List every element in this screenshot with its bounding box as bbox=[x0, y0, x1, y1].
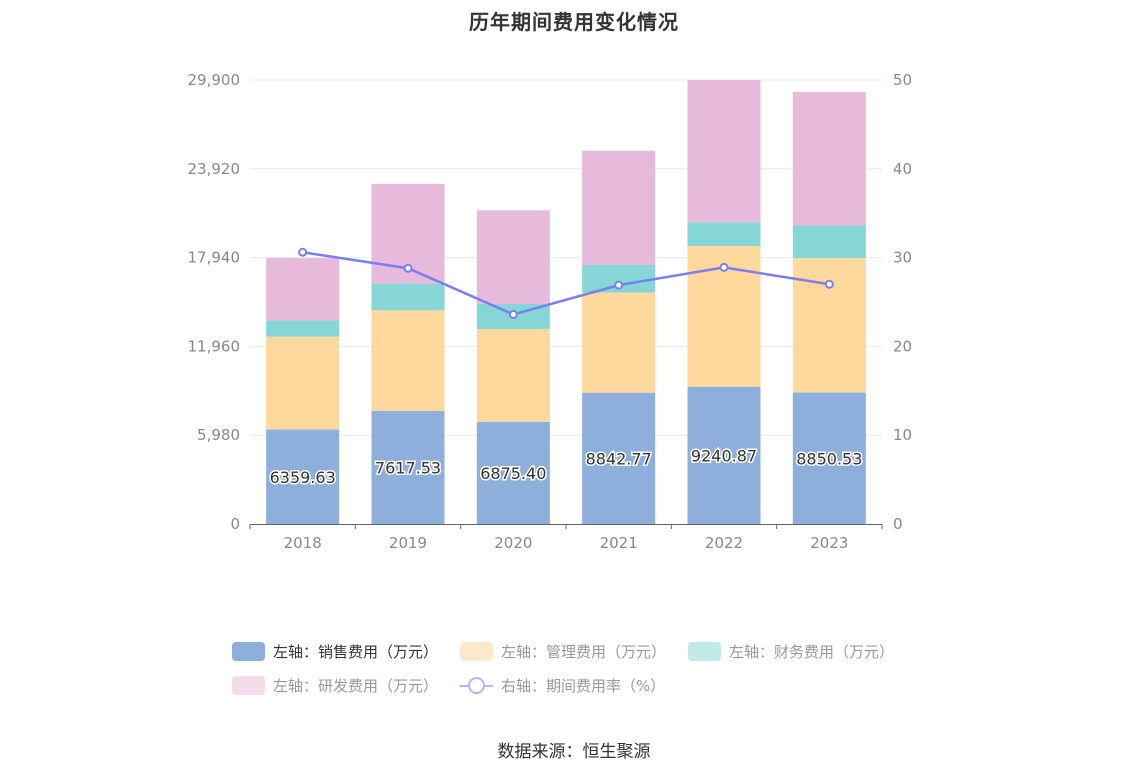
data-label-sales: 6875.40 bbox=[480, 464, 546, 483]
right-tick-label: 50 bbox=[893, 71, 912, 89]
point-rate bbox=[508, 309, 518, 319]
legend-label-admin: 左轴：管理费用（万元） bbox=[501, 642, 667, 661]
x-tick-label: 2023 bbox=[810, 534, 848, 552]
bar-rnd bbox=[266, 258, 340, 321]
point-rate bbox=[614, 280, 624, 290]
point-rate bbox=[298, 247, 308, 257]
bar-finance bbox=[687, 222, 761, 247]
data-label-sales: 9240.87 bbox=[691, 446, 757, 465]
data-label-sales: 8850.53 bbox=[796, 449, 862, 468]
bar-rnd bbox=[582, 150, 656, 265]
bar-admin bbox=[582, 292, 656, 393]
right-tick-label: 20 bbox=[893, 337, 912, 355]
legend-swatch-sales bbox=[232, 641, 265, 661]
bar-sales bbox=[371, 410, 445, 524]
bar-sales bbox=[582, 392, 656, 524]
right-tick-label: 30 bbox=[893, 249, 912, 267]
bar-finance bbox=[792, 225, 866, 259]
bar-sales bbox=[476, 421, 550, 524]
point-rate bbox=[719, 262, 729, 272]
bar-admin bbox=[792, 258, 866, 393]
line-rate bbox=[302, 251, 830, 316]
bar-finance bbox=[266, 320, 340, 337]
data-label-sales: 8842.77 bbox=[586, 449, 652, 468]
legend-item-sales[interactable]: 左轴：销售费用（万元） bbox=[232, 641, 438, 662]
legend-label-sales: 左轴：销售费用（万元） bbox=[273, 642, 439, 661]
point-rate bbox=[403, 263, 413, 273]
bar-sales bbox=[687, 386, 761, 524]
legend-swatch-rate bbox=[460, 676, 494, 695]
bar-admin bbox=[476, 329, 550, 422]
bar-sales bbox=[266, 429, 340, 524]
bar-rnd bbox=[476, 210, 550, 304]
legend-label-rate: 右轴：期间费用率（%） bbox=[501, 676, 666, 695]
legend-row-2: 左轴：研发费用（万元） 右轴：期间费用率（%） bbox=[232, 674, 932, 696]
left-tick-label: 29,900 bbox=[188, 71, 241, 89]
data-label-sales: 7617.53 bbox=[375, 458, 441, 477]
x-tick-label: 2018 bbox=[284, 534, 322, 552]
left-tick-label: 5,980 bbox=[197, 426, 240, 444]
chart-canvas: 0 0 5,980 10 11,960 20 17,940 30 23,920 40 29,900 5… bbox=[188, 71, 913, 552]
chart-title: 历年期间费用变化情况 bbox=[469, 10, 679, 34]
bar-rnd bbox=[687, 79, 761, 223]
legend-item-rnd[interactable]: 左轴：研发费用（万元） bbox=[232, 675, 438, 696]
data-label-sales: 6359.63 bbox=[270, 468, 336, 487]
bar-finance bbox=[371, 283, 445, 311]
legend-swatch-admin bbox=[460, 641, 494, 661]
bar-admin bbox=[266, 336, 340, 430]
right-tick-label: 0 bbox=[893, 515, 903, 533]
bar-sales bbox=[792, 392, 866, 524]
legend-swatch-finance bbox=[688, 641, 722, 661]
x-tick-label: 2022 bbox=[705, 534, 743, 552]
source-note: 数据来源：恒生聚源 bbox=[497, 742, 651, 762]
x-tick-label: 2020 bbox=[494, 534, 532, 552]
legend-row-1: 左轴：销售费用（万元） 左轴：管理费用（万元） 左轴：财务费用（万元） bbox=[232, 640, 932, 662]
bar-admin bbox=[371, 310, 445, 411]
left-tick-label: 17,940 bbox=[188, 249, 241, 267]
legend-label-rnd: 左轴：研发费用（万元） bbox=[273, 676, 439, 695]
legend-item-rate[interactable]: 右轴：期间费用率（%） bbox=[460, 675, 665, 696]
bar-rnd bbox=[792, 91, 866, 226]
left-tick-label: 23,920 bbox=[188, 160, 241, 178]
right-tick-label: 40 bbox=[893, 160, 912, 178]
left-tick-label: 11,960 bbox=[188, 337, 241, 355]
left-tick-label: 0 bbox=[230, 515, 240, 533]
chart-legend: 左轴：销售费用（万元） 左轴：管理费用（万元） 左轴：财务费用（万元） 左轴：研… bbox=[232, 640, 932, 708]
point-rate bbox=[824, 279, 834, 289]
x-tick-label: 2021 bbox=[600, 534, 638, 552]
right-tick-label: 10 bbox=[893, 426, 912, 444]
legend-item-admin[interactable]: 左轴：管理费用（万元） bbox=[460, 641, 666, 662]
legend-label-finance: 左轴：财务费用（万元） bbox=[729, 642, 895, 661]
x-tick-label: 2019 bbox=[389, 534, 427, 552]
legend-item-finance[interactable]: 左轴：财务费用（万元） bbox=[688, 641, 894, 662]
legend-swatch-rnd bbox=[232, 675, 265, 695]
